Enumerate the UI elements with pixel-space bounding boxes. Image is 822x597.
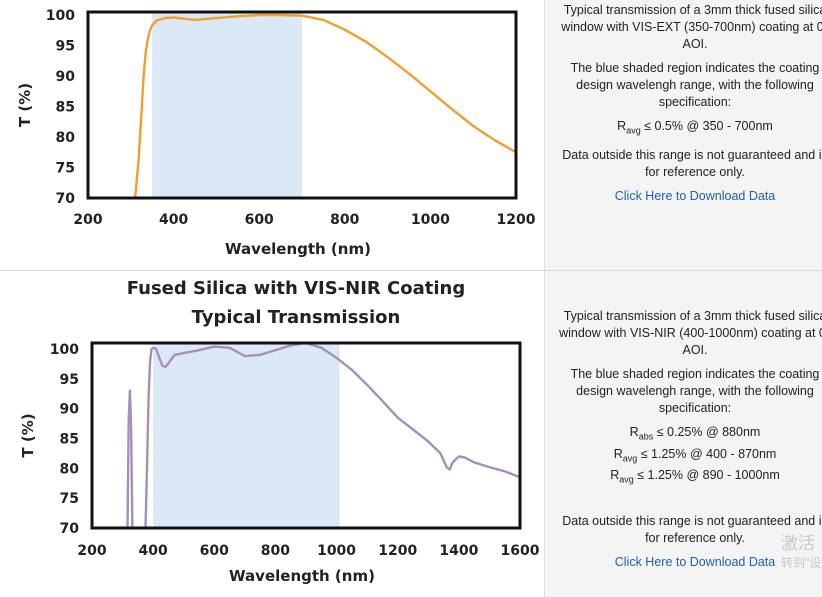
series-line: [133, 13, 516, 198]
y-tick-label: 95: [56, 39, 75, 55]
x-tick-label: 400: [159, 212, 188, 228]
x-tick-label: 800: [330, 212, 359, 228]
spec-subscript: abs: [638, 431, 654, 442]
x-tick-label: 200: [73, 212, 102, 228]
spec-subscript: avg: [626, 125, 641, 136]
spec-subscript: avg: [622, 453, 638, 463]
shaded-note: The blue shaded region indicates the coa…: [570, 61, 820, 109]
download-data-link[interactable]: Click Here to Download Data: [614, 554, 776, 569]
spec-line: Ravg ≤ 1.25% @ 400 - 870nm: [559, 446, 822, 468]
intro-text: Typical transmission of a 3mm thick fuse…: [559, 309, 822, 357]
spec-line: Ravg ≤ 1.25% @ 890 - 1000nm: [559, 467, 822, 489]
spec-symbol: R: [629, 425, 639, 439]
chart-row-2: 200 400 600 800 1000 1200 1400 1600 70 75 80 85 90 95…: [0, 271, 822, 597]
plot-frame: [86, 10, 518, 200]
y-axis-label: T (%): [19, 413, 37, 457]
spec-list: Rabs ≤ 0.25% @ 880nm Ravg ≤ 1.25% @ 400 -…: [559, 424, 822, 489]
y-tick-label: 80: [60, 461, 80, 477]
spec-text: ≤ 0.5% @ 350 - 700nm: [640, 119, 773, 133]
series-line: [126, 341, 520, 528]
chart-panel-2: 200 400 600 800 1000 1200 1400 1600 70 75 80 85 90 95…: [0, 271, 544, 597]
chart-title: Typical Transmission: [192, 307, 401, 328]
disclaimer: Data outside this range is not guarantee…: [562, 147, 822, 179]
chart-1: 200 400 600 800 1000 1200 70 75 80 85 90 95 100 Wavel…: [16, 8, 536, 258]
spec-text: ≤ 1.25% @ 400 - 870nm: [637, 446, 777, 461]
activation-watermark-sub: 转到"设: [781, 556, 822, 570]
spec-subscript: avg: [619, 474, 634, 485]
intro-text: Typical transmission of a 3mm thick fuse…: [561, 3, 822, 51]
x-tick-label: 1000: [411, 212, 450, 228]
x-tick-label: 200: [77, 543, 106, 559]
chart-panel-1: 200 400 600 800 1000 1200 70 75 80 85 90 95 100 Wavel…: [0, 0, 544, 270]
x-tick-label: 1200: [497, 212, 536, 228]
chart-row-1: 200 400 600 800 1000 1200 70 75 80 85 90 95 100 Wavel…: [0, 0, 822, 270]
x-tick-label: 1200: [378, 543, 417, 559]
row-divider: [0, 270, 822, 271]
spec-symbol: R: [617, 119, 627, 133]
shaded-note: The blue shaded region indicates the coa…: [570, 367, 820, 415]
download-data-link[interactable]: Click Here to Download Data: [614, 188, 776, 203]
coating-range-shade: [153, 343, 340, 528]
description-panel-2: Typical transmission of a 3mm thick fuse…: [544, 271, 822, 597]
y-tick-label: 75: [60, 491, 79, 507]
description-1: Typical transmission of a 3mm thick fuse…: [559, 2, 822, 205]
x-axis-label: Wavelength (nm): [229, 567, 375, 585]
x-tick-label: 1400: [439, 543, 478, 559]
spec-symbol: R: [610, 468, 620, 482]
y-axis-label: T (%): [16, 83, 34, 127]
chart-title: Fused Silica with VIS-NIR Coating: [127, 278, 465, 299]
spec-text: ≤ 1.25% @ 890 - 1000nm: [633, 468, 780, 482]
disclaimer: Data outside this range is not guarantee…: [562, 513, 822, 545]
coating-range-shade: [152, 12, 302, 198]
y-tick-label: 100: [46, 8, 75, 24]
y-tick-label: 70: [60, 521, 80, 537]
y-tick-label: 100: [50, 342, 79, 358]
x-tick-label: 800: [261, 543, 290, 559]
y-tick-label: 80: [56, 130, 76, 146]
x-tick-label: 600: [245, 212, 274, 228]
x-tick-label: 1600: [501, 543, 540, 559]
y-tick-label: 90: [60, 402, 80, 418]
description-2: Typical transmission of a 3mm thick fuse…: [559, 308, 822, 571]
spec-line: Rabs ≤ 0.25% @ 880nm: [559, 424, 822, 446]
spec-list: Ravg ≤ 0.5% @ 350 - 700nm: [559, 118, 822, 140]
spec-line: Ravg ≤ 0.5% @ 350 - 700nm: [559, 118, 822, 140]
x-tick-label: 1000: [317, 543, 356, 559]
y-tick-label: 70: [56, 191, 76, 207]
y-tick-label: 95: [60, 372, 79, 388]
plot-frame: [90, 341, 522, 530]
y-tick-label: 75: [56, 161, 75, 177]
x-tick-label: 400: [139, 543, 168, 559]
spec-text: ≤ 0.25% @ 880nm: [653, 425, 761, 439]
activation-watermark: 激活: [781, 534, 815, 553]
chart-2: 200 400 600 800 1000 1200 1400 1600 70 75 80 85 90 95…: [19, 278, 540, 585]
description-panel-1: Typical transmission of a 3mm thick fuse…: [544, 0, 822, 270]
y-tick-label: 85: [60, 431, 79, 447]
x-tick-label: 600: [200, 543, 229, 559]
spec-symbol: R: [613, 446, 623, 461]
x-axis-label: Wavelength (nm): [225, 240, 371, 258]
y-tick-label: 90: [56, 69, 76, 85]
y-tick-label: 85: [56, 100, 75, 116]
